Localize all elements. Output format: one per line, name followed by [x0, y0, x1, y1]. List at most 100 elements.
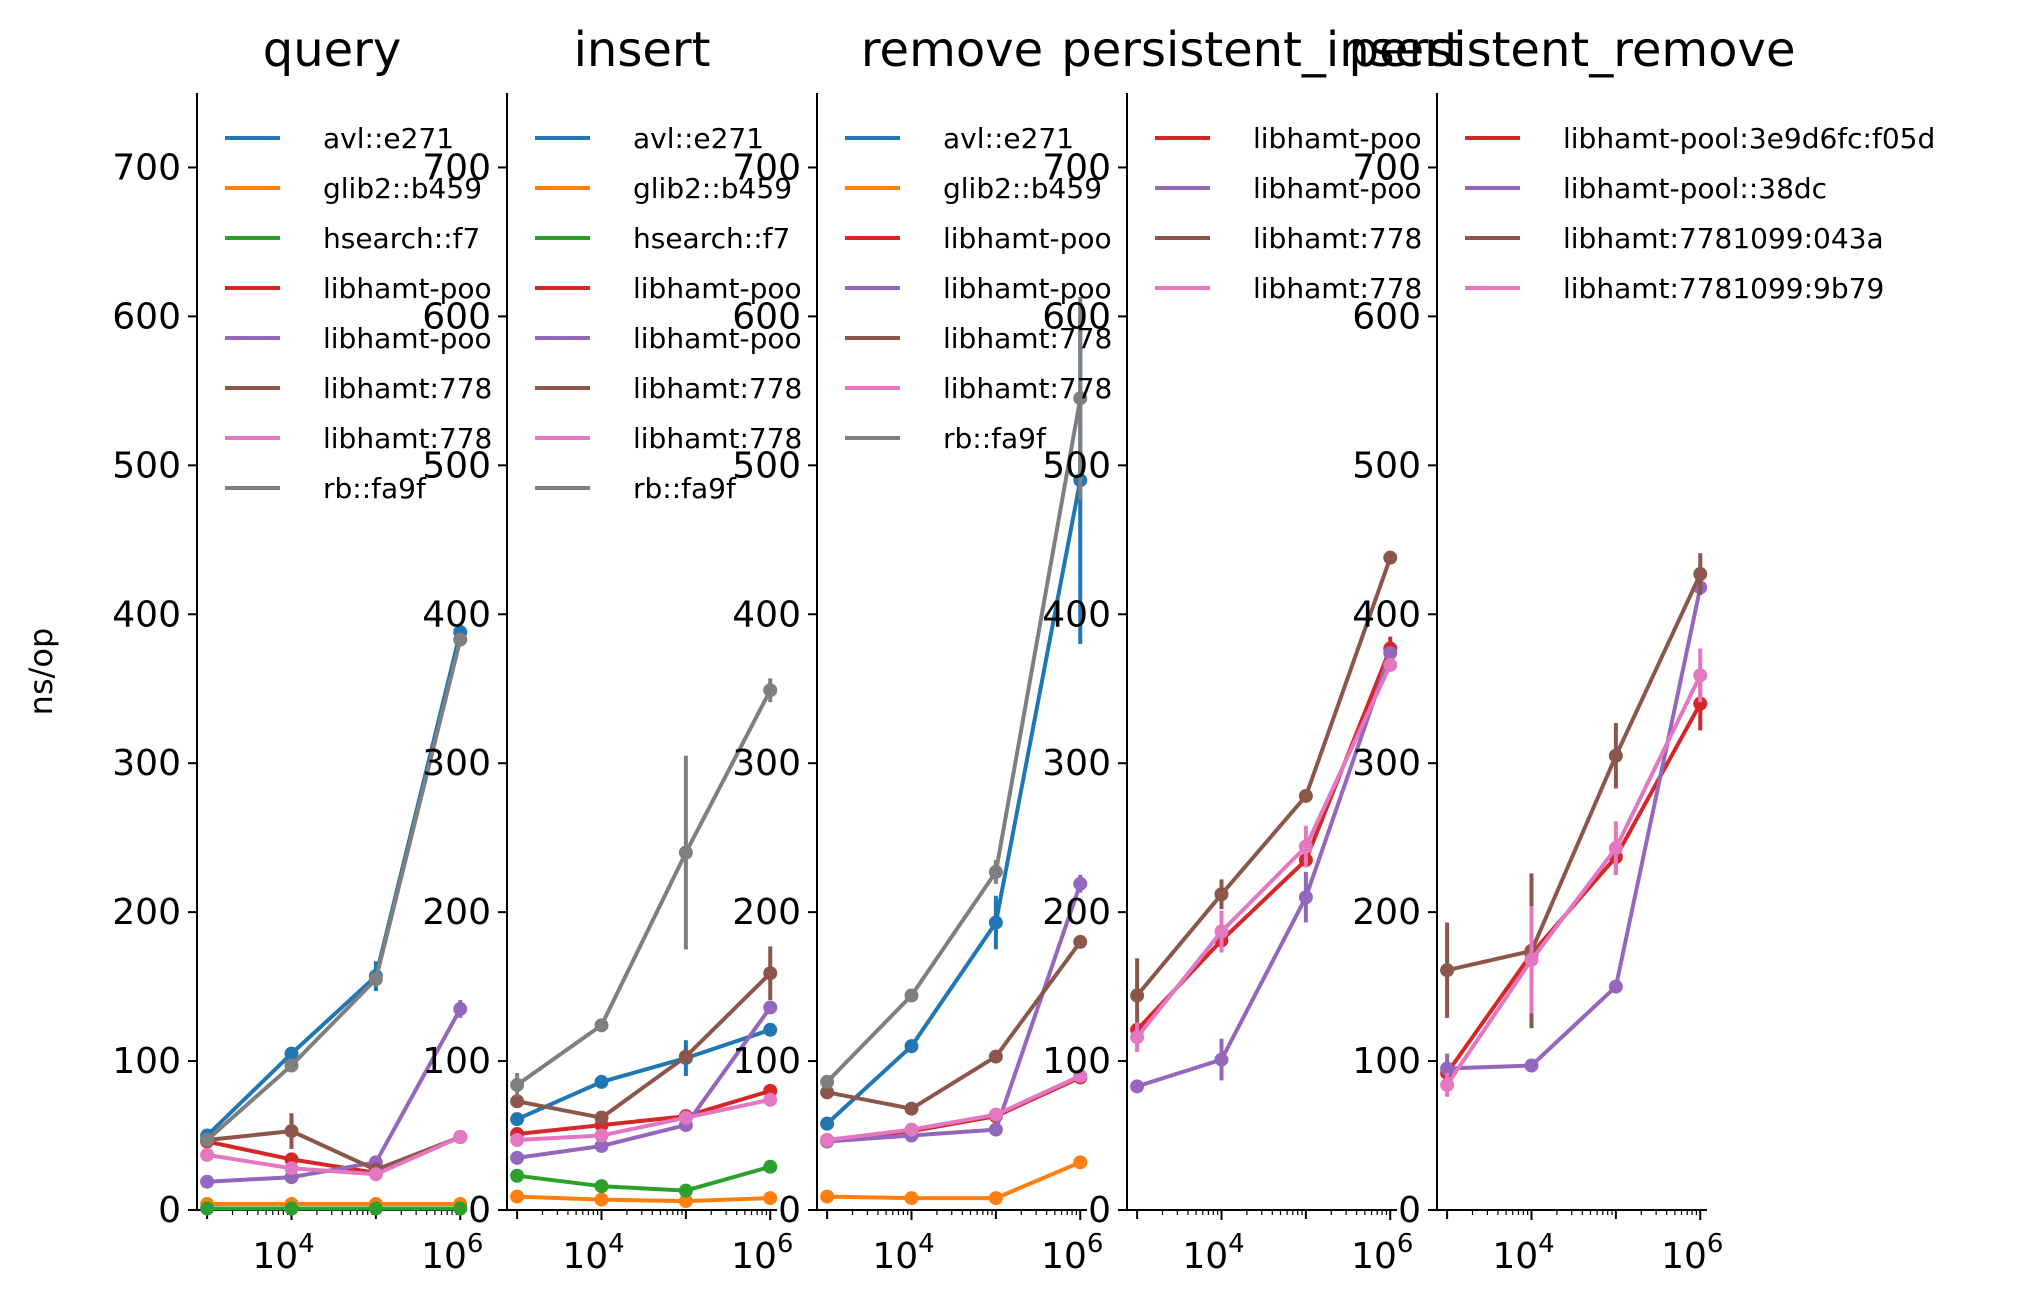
x-tick-label: 106 — [1661, 1229, 1723, 1277]
legend-entry: rb::fa9f — [633, 472, 737, 505]
series-line — [516, 1164, 771, 1193]
data-point — [1298, 839, 1313, 854]
data-point — [988, 915, 1003, 930]
y-tick-label: 600 — [1042, 296, 1111, 337]
data-point — [453, 1201, 468, 1216]
legend-entry: libhamt:778 — [633, 372, 802, 405]
panel-persistent-insert: persistent_insert 0 100 200 300 400 500 600 700 1… — [1042, 22, 1462, 1277]
series-line — [1445, 674, 1703, 1087]
series-libhamt-7781099-9b79 — [510, 1092, 778, 1148]
data-point — [678, 1194, 693, 1209]
y-tick-label: 0 — [158, 1190, 181, 1231]
y-tick-label: 200 — [732, 892, 801, 933]
series-line — [825, 397, 1083, 1084]
y-tick-label: 200 — [1042, 892, 1111, 933]
data-point — [763, 683, 778, 698]
y-tick-label: 700 — [1352, 147, 1421, 188]
y-tick-label: 500 — [112, 445, 181, 486]
data-point — [284, 1124, 299, 1139]
legend-entry: avl::e271 — [323, 122, 454, 155]
series-hsearch-f7 — [510, 1159, 778, 1198]
y-tick-label: 200 — [1352, 892, 1421, 933]
series-line — [1136, 652, 1393, 1089]
legend-entry: glib2::b459 — [323, 172, 482, 205]
data-point — [988, 1049, 1003, 1064]
legend-entry: avl::e271 — [943, 122, 1074, 155]
data-point — [904, 1122, 919, 1137]
data-point — [678, 1049, 693, 1064]
data-point — [1608, 979, 1623, 994]
data-point — [284, 1201, 299, 1216]
data-point — [284, 1161, 299, 1176]
y-tick-label: 100 — [1352, 1041, 1421, 1082]
legend-entry: libhamt-poo — [323, 272, 492, 305]
series-line — [1135, 647, 1393, 1032]
data-point — [510, 1077, 525, 1092]
data-point — [820, 1189, 835, 1204]
data-point — [820, 1074, 835, 1089]
legend-entry: libhamt-pool:3e9d6fc:f05d — [1563, 122, 1935, 155]
data-point — [678, 845, 693, 860]
series-line — [516, 971, 772, 1120]
panel-title: persistent_remove — [1349, 22, 1796, 78]
series-libhamt-7781099-043a — [510, 946, 778, 1125]
panel-title: insert — [574, 22, 711, 78]
data-point — [284, 1058, 299, 1073]
y-tick-label: 100 — [732, 1041, 801, 1082]
y-tick-label: 600 — [112, 296, 181, 337]
legend-entry: libhamt:778 — [1253, 272, 1422, 305]
panel-persistent-remove: persistent_remove 0 100 200 300 400 500 600 700 1… — [1349, 22, 1936, 1277]
y-tick-label: 300 — [732, 743, 801, 784]
data-point — [1608, 841, 1623, 856]
panel-title: query — [263, 22, 402, 78]
legend: avl::e271glib2::b459hsearch::f7libhamt-p… — [535, 122, 802, 505]
series-line — [826, 1074, 1082, 1142]
legend: libhamt-poo libhamt-poo libhamt:778 libhamt… — [1155, 122, 1422, 305]
y-tick-label: 100 — [422, 1041, 491, 1082]
y-tick-label: 600 — [732, 296, 801, 337]
data-point — [1693, 668, 1708, 683]
y-tick-label: 700 — [732, 147, 801, 188]
legend-entry: hsearch::f7 — [633, 222, 790, 255]
legend-entry: avl::e271 — [633, 122, 764, 155]
series-glib2-b459 — [510, 1189, 778, 1209]
series-libhamt-pool-38dc — [1130, 645, 1398, 1094]
series-rb-fa9f — [820, 297, 1088, 1089]
y-tick-label: 400 — [1042, 594, 1111, 635]
data-point — [453, 1001, 468, 1016]
series-rb-fa9f — [200, 632, 468, 1148]
y-tick-label: 500 — [732, 445, 801, 486]
data-point — [453, 632, 468, 647]
series-libhamt-7781099-043a — [1130, 550, 1398, 1033]
data-point — [1073, 391, 1088, 406]
data-point — [988, 1107, 1003, 1122]
data-point — [1214, 887, 1229, 902]
x-tick-label: 104 — [872, 1229, 934, 1277]
y-tick-label: 500 — [1042, 445, 1111, 486]
y-tick-label: 100 — [1042, 1041, 1111, 1082]
data-point — [594, 1018, 609, 1033]
data-point — [510, 1094, 525, 1109]
data-point — [1383, 550, 1398, 565]
data-point — [453, 1130, 468, 1145]
series-line — [516, 1006, 772, 1160]
data-point — [820, 1133, 835, 1148]
data-point — [1130, 1079, 1145, 1094]
y-tick-label: 400 — [112, 594, 181, 635]
data-point — [904, 1039, 919, 1054]
y-tick-label: 600 — [1352, 296, 1421, 337]
legend-entry: libhamt:778 — [943, 322, 1112, 355]
y-tick-label: 0 — [468, 1190, 491, 1231]
series-libhamt-7781099-9b79 — [820, 1068, 1088, 1148]
legend-entry: libhamt:778 — [323, 422, 492, 455]
x-tick-label: 104 — [252, 1229, 314, 1277]
legend-entry: glib2::b459 — [633, 172, 792, 205]
series-line — [826, 940, 1082, 1111]
series-line — [1135, 557, 1393, 997]
series-line — [826, 883, 1083, 1144]
data-point — [763, 1022, 778, 1037]
series-line — [1446, 573, 1703, 973]
legend-entry: glib2::b459 — [943, 172, 1102, 205]
